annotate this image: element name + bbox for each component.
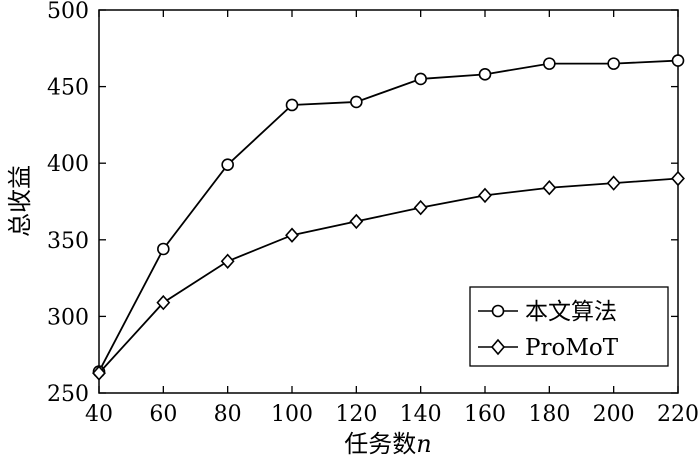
series-1-point	[607, 57, 620, 70]
series-2-point	[156, 294, 171, 311]
x-tick-label: 80	[214, 402, 242, 427]
series-2-point	[413, 199, 428, 216]
series-1-point	[414, 72, 427, 86]
series-1-point	[285, 98, 299, 112]
y-tick-label: 400	[47, 152, 89, 177]
series-1-point	[543, 57, 556, 70]
x-tick-label: 40	[85, 402, 113, 427]
y-axis-ticks: 250 300 350 400 450 500	[47, 0, 678, 407]
series-2-point	[478, 187, 492, 204]
x-tick-label: 220	[657, 402, 699, 427]
series-2-point	[542, 180, 557, 196]
series-2-point	[606, 175, 621, 191]
series-2-point	[220, 253, 235, 269]
plot-area-frame	[98, 9, 679, 394]
x-axis-label: 任务数n	[344, 430, 431, 458]
x-tick-label: 140	[400, 402, 442, 427]
legend: 本文算法 ProMoT	[469, 286, 669, 367]
series-1-point	[350, 95, 363, 109]
series-2-point	[671, 170, 685, 187]
x-axis-label-main: 任务数	[344, 430, 416, 458]
series-2-line	[98, 177, 679, 374]
x-tick-label: 60	[149, 402, 177, 427]
legend-marker-series-1	[491, 304, 505, 318]
x-tick-label: 200	[593, 402, 635, 427]
x-tick-label: 100	[271, 402, 313, 427]
series-1-point	[157, 242, 170, 256]
y-axis-label: 总收益	[6, 165, 34, 237]
legend-marker-series-2	[490, 338, 506, 356]
series-layer	[92, 54, 685, 381]
series-2-point	[285, 227, 299, 243]
x-axis-label-variable: n	[416, 430, 431, 458]
y-tick-label: 500	[47, 0, 89, 24]
x-tick-label: 160	[464, 402, 506, 427]
y-tick-label: 250	[47, 382, 89, 407]
series-2-point	[92, 365, 106, 381]
series-1-line	[98, 59, 679, 372]
legend-label-series-1: 本文算法	[525, 299, 617, 325]
x-axis-ticks: 40 60 80 100 120 140 160 180 200 220	[85, 10, 699, 427]
series-2-point	[349, 213, 364, 230]
series-1-point	[671, 54, 685, 67]
series-2	[92, 170, 685, 381]
legend-label-series-2: ProMoT	[525, 335, 619, 361]
y-tick-label: 450	[47, 76, 89, 101]
x-tick-label: 120	[335, 402, 377, 427]
series-1-point	[221, 158, 234, 172]
legend-box	[469, 286, 669, 367]
x-tick-label: 180	[528, 402, 570, 427]
y-tick-label: 300	[47, 305, 89, 330]
series-1-point	[478, 68, 492, 81]
y-tick-label: 350	[47, 229, 89, 254]
